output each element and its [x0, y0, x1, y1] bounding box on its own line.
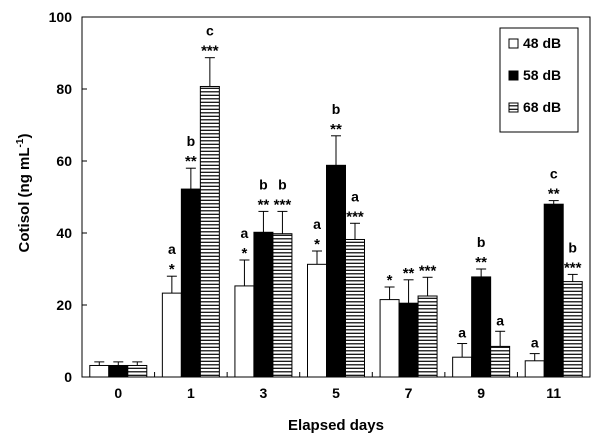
y-tick-label: 20 — [56, 297, 72, 313]
significance-letter: a — [351, 188, 359, 204]
x-tick-label: 0 — [114, 385, 122, 401]
bar — [199, 85, 220, 378]
significance-stars: *** — [201, 43, 219, 60]
legend: 48 dB 58 dB 68 dB — [499, 27, 579, 133]
bar — [345, 238, 365, 378]
significance-letter: c — [550, 166, 558, 182]
y-tick-label: 100 — [49, 9, 73, 25]
x-tick-label: 9 — [477, 385, 485, 401]
legend-label: 58 dB — [523, 67, 561, 83]
bar — [326, 164, 346, 378]
significance-stars: * — [314, 236, 320, 253]
significance-stars: *** — [564, 259, 582, 276]
significance-letter: a — [496, 312, 504, 328]
bar — [234, 285, 255, 378]
legend-swatch — [508, 102, 519, 113]
bar — [180, 188, 201, 378]
significance-stars: * — [242, 245, 248, 262]
bar — [272, 233, 293, 378]
bar — [253, 231, 274, 378]
y-tick-label: 60 — [56, 153, 72, 169]
y-tick-label: 0 — [64, 369, 72, 385]
x-tick-label: 1 — [187, 385, 195, 401]
legend-label: 48 dB — [523, 35, 561, 51]
legend-swatch — [508, 70, 519, 81]
bar — [379, 299, 400, 378]
bar — [127, 364, 148, 378]
significance-stars: ** — [258, 196, 270, 213]
significance-stars: *** — [274, 196, 292, 213]
legend-swatch — [508, 38, 519, 49]
significance-stars: *** — [346, 208, 364, 225]
bar — [161, 292, 182, 378]
annotations: *a**b***c*a**b***b*a**b***a* ** ***a**baa*… — [168, 23, 582, 351]
bar — [452, 356, 473, 378]
bar — [562, 281, 583, 378]
significance-letter: a — [241, 225, 249, 241]
bar — [89, 364, 110, 378]
significance-letter: a — [458, 325, 466, 341]
significance-letter: b — [259, 176, 268, 192]
significance-letter: a — [531, 335, 539, 351]
significance-stars: * — [169, 261, 175, 278]
bar — [307, 263, 327, 378]
y-axis-title: Cotisol (ng mL-1) — [15, 134, 33, 253]
significance-letter: a — [313, 216, 321, 232]
significance-letter: b — [332, 101, 341, 117]
bars — [89, 57, 583, 378]
significance-letter: c — [206, 23, 214, 39]
significance-letter: a — [168, 241, 176, 257]
significance-stars: ** — [330, 121, 342, 138]
significance-stars: ** — [185, 153, 197, 170]
legend-label: 68 dB — [523, 99, 561, 115]
x-tick-label: 7 — [405, 385, 413, 401]
y-axis-title-close: ) — [16, 134, 33, 139]
significance-letter: b — [187, 133, 196, 149]
x-axis-title: Elapsed days — [288, 417, 384, 434]
significance-stars: *** — [419, 262, 437, 279]
significance-stars: ** — [548, 186, 560, 203]
x-tick-label: 5 — [332, 385, 340, 401]
x-tick-label: 11 — [546, 385, 561, 401]
bar — [398, 302, 419, 378]
bar — [524, 360, 545, 378]
significance-letter: b — [477, 234, 486, 250]
significance-letter: b — [568, 239, 577, 255]
y-axis-title-superscript: -1 — [15, 138, 26, 147]
bar — [417, 295, 438, 378]
x-tick-label: 3 — [260, 385, 268, 401]
y-tick-label: 80 — [56, 81, 72, 97]
bar — [108, 364, 129, 378]
y-axis-title-main: Cotisol (ng mL — [16, 147, 33, 252]
bar — [490, 345, 511, 378]
x-axis: 0 1 3 5 7 9 11 — [114, 372, 561, 401]
significance-stars: ** — [403, 265, 415, 282]
bar — [543, 203, 564, 378]
significance-stars: ** — [475, 254, 487, 271]
significance-letter: b — [278, 176, 287, 192]
significance-stars: * — [387, 272, 393, 289]
y-tick-label: 40 — [56, 225, 72, 241]
bar — [471, 276, 492, 378]
